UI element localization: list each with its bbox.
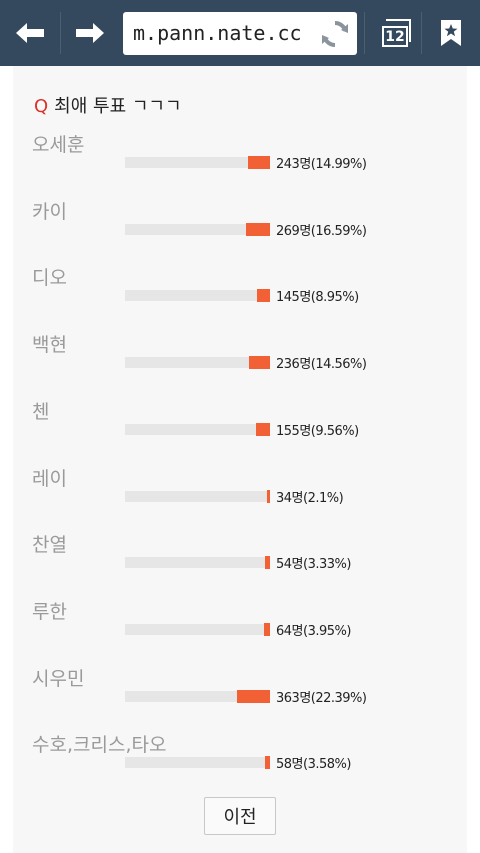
poll-title-text: 최애 투표 ㄱㄱㄱ [54, 96, 182, 117]
option-name: 루한 [32, 600, 67, 623]
browser-toolbar: m.pann.nate.cc 12 [0, 0, 480, 66]
vote-bar-fill [264, 622, 270, 636]
vote-result: 243명(14.99%) [276, 157, 367, 172]
poll-option: 첸 155명(9.56%) [13, 397, 467, 464]
option-name: 찬열 [32, 534, 67, 557]
url-text[interactable]: m.pann.nate.cc [133, 21, 302, 45]
vote-bar-fill [246, 222, 270, 236]
poll-option: 찬열 54명(3.33%) [13, 530, 467, 597]
toolbar-divider [364, 12, 365, 54]
vote-bar-fill [257, 289, 270, 303]
arrow-left-icon [16, 23, 44, 43]
vote-bar-track [125, 689, 270, 703]
vote-bar-track [125, 156, 270, 169]
tabs-button[interactable]: 12 [377, 18, 411, 47]
tab-count: 12 [382, 26, 408, 47]
back-button[interactable] [8, 6, 52, 60]
arrow-right-icon [76, 23, 104, 43]
vote-bar-fill [265, 756, 270, 770]
vote-result: 236명(14.56%) [276, 357, 367, 373]
poll-title: Q 최애 투표 ㄱㄱㄱ [34, 92, 182, 118]
poll-option: 시우민 363명(22.39%) [13, 664, 467, 731]
vote-bar-fill [267, 489, 270, 503]
poll-option: 수호,크리스,타오 58명(3.58%) [13, 730, 467, 797]
question-marker: Q [34, 96, 49, 117]
bookmark-icon [441, 20, 461, 46]
forward-button[interactable] [68, 6, 112, 60]
poll-option: 카이 269명(16.59%) [13, 197, 467, 264]
vote-bar-track [125, 222, 270, 236]
toolbar-divider [60, 12, 61, 54]
vote-result: 58명(3.58%) [276, 757, 351, 773]
option-name: 시우민 [32, 667, 85, 690]
address-bar[interactable]: m.pann.nate.cc [123, 12, 357, 55]
bookmark-button[interactable] [432, 6, 470, 60]
option-name: 수호,크리스,타오 [32, 734, 167, 757]
option-name: 오세훈 [32, 134, 85, 156]
poll-option: 루한 64명(3.95%) [13, 597, 467, 664]
option-name: 디오 [32, 267, 67, 290]
vote-bar-track [125, 756, 270, 770]
poll-option: 오세훈 243명(14.99%) [13, 130, 467, 197]
poll-option: 레이 34명(2.1%) [13, 464, 467, 531]
vote-result: 145명(8.95%) [276, 290, 359, 306]
vote-bar-track [125, 289, 270, 303]
vote-result: 363명(22.39%) [276, 690, 367, 706]
poll-option: 백현 236명(14.56%) [13, 330, 467, 397]
toolbar-divider [421, 12, 422, 54]
refresh-button[interactable] [319, 18, 351, 50]
tabs-icon [386, 19, 411, 42]
vote-bar-fill [256, 422, 270, 436]
vote-bar-fill [248, 156, 270, 169]
vote-bar-fill [265, 556, 270, 570]
option-name: 카이 [32, 200, 67, 223]
vote-bar-fill [249, 356, 270, 370]
vote-bar-track [125, 556, 270, 570]
option-name: 백현 [32, 334, 67, 357]
prev-button[interactable]: 이전 [204, 797, 276, 835]
option-name: 첸 [32, 400, 50, 423]
vote-bar-fill [237, 689, 270, 703]
poll-panel: Q 최애 투표 ㄱㄱㄱ 오세훈 243명(14.99%) 카이 269명(16.59%)… [13, 66, 467, 853]
vote-result: 54명(3.33%) [276, 557, 351, 573]
poll-option: 디오 145명(8.95%) [13, 263, 467, 330]
vote-result: 155명(9.56%) [276, 423, 359, 439]
vote-bar-track [125, 489, 270, 503]
vote-bar-track [125, 422, 270, 436]
vote-bar-track [125, 356, 270, 370]
vote-result: 64명(3.95%) [276, 623, 351, 639]
vote-bar-track [125, 622, 270, 636]
option-name: 레이 [32, 467, 67, 490]
vote-result: 34명(2.1%) [276, 490, 344, 506]
refresh-icon [322, 21, 348, 47]
vote-result: 269명(16.59%) [276, 223, 367, 239]
